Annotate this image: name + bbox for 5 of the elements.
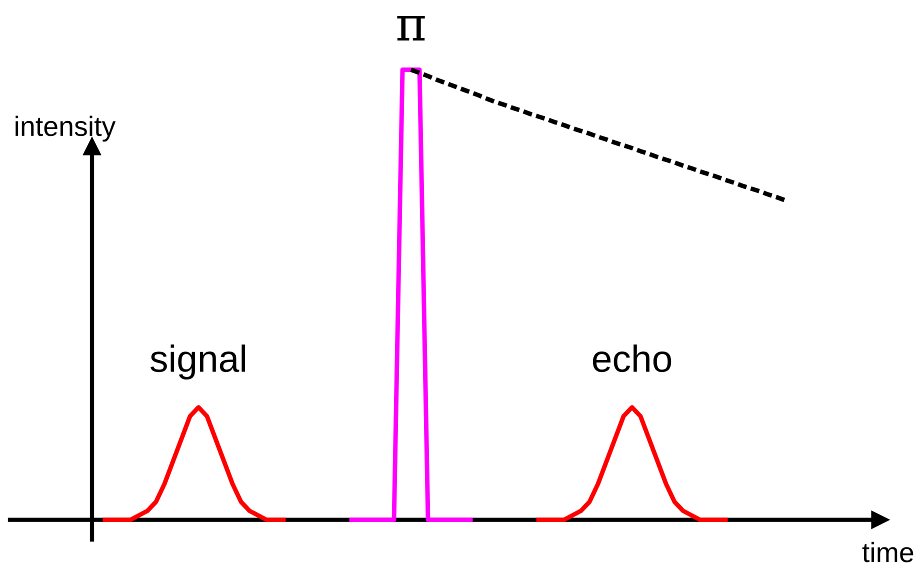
text: π <box>397 16 425 40</box>
x-axis-title: time <box>862 542 914 562</box>
annotation: signal <box>150 344 245 380</box>
annotation: echo <box>592 344 672 372</box>
y-axis-title: intensity <box>16 116 116 142</box>
